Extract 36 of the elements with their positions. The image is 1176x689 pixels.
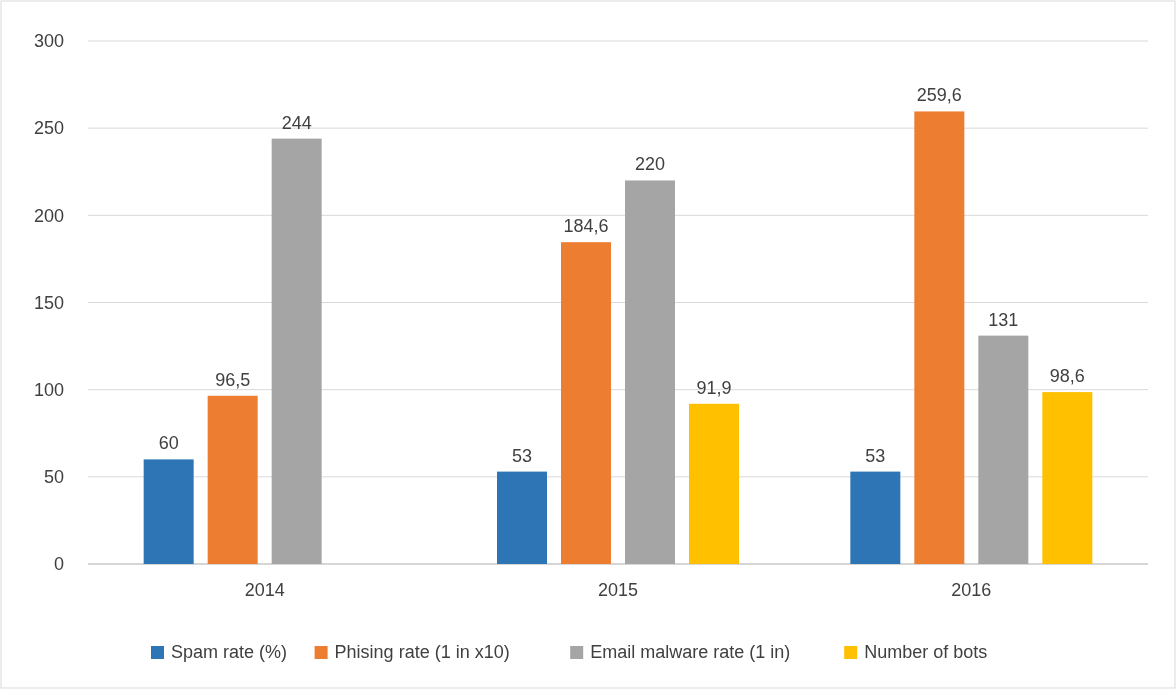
y-tick-label: 300 <box>33 31 64 52</box>
bar <box>1042 392 1093 564</box>
data-label: 244 <box>281 112 312 133</box>
x-tick-label: 2016 <box>951 580 992 600</box>
bar <box>497 471 547 564</box>
bar <box>850 471 901 564</box>
bar <box>143 459 194 564</box>
data-label: 60 <box>158 433 179 454</box>
y-tick-label: 150 <box>33 292 64 313</box>
bar <box>625 180 675 564</box>
y-tick-label: 50 <box>43 467 64 488</box>
bar <box>271 138 322 564</box>
legend-label: Phising rate (1 in x10) <box>334 642 510 662</box>
y-tick-label: 0 <box>53 554 64 575</box>
x-tick-label: 2015 <box>597 580 639 600</box>
bar <box>978 335 1029 564</box>
x-tick-label: 2014 <box>244 580 285 600</box>
bar <box>689 403 739 564</box>
data-label: 98,6 <box>1049 366 1085 387</box>
data-label: 220 <box>634 154 666 175</box>
data-label: 259,6 <box>916 85 962 106</box>
data-label: 91,9 <box>696 377 732 398</box>
data-label: 96,5 <box>215 369 251 390</box>
data-label: 53 <box>865 445 886 466</box>
legend-label: Number of bots <box>864 642 988 662</box>
data-label: 184,6 <box>563 216 609 237</box>
data-label: 53 <box>511 445 533 466</box>
y-tick-label: 100 <box>33 379 64 400</box>
bar <box>207 395 258 564</box>
bar <box>914 111 965 564</box>
bar <box>561 242 611 564</box>
y-tick-label: 250 <box>33 118 64 139</box>
legend-label: Email malware rate (1 in) <box>590 642 791 662</box>
data-label: 131 <box>988 309 1019 330</box>
legend-label: Spam rate (%) <box>171 642 288 662</box>
y-tick-label: 200 <box>33 205 64 226</box>
